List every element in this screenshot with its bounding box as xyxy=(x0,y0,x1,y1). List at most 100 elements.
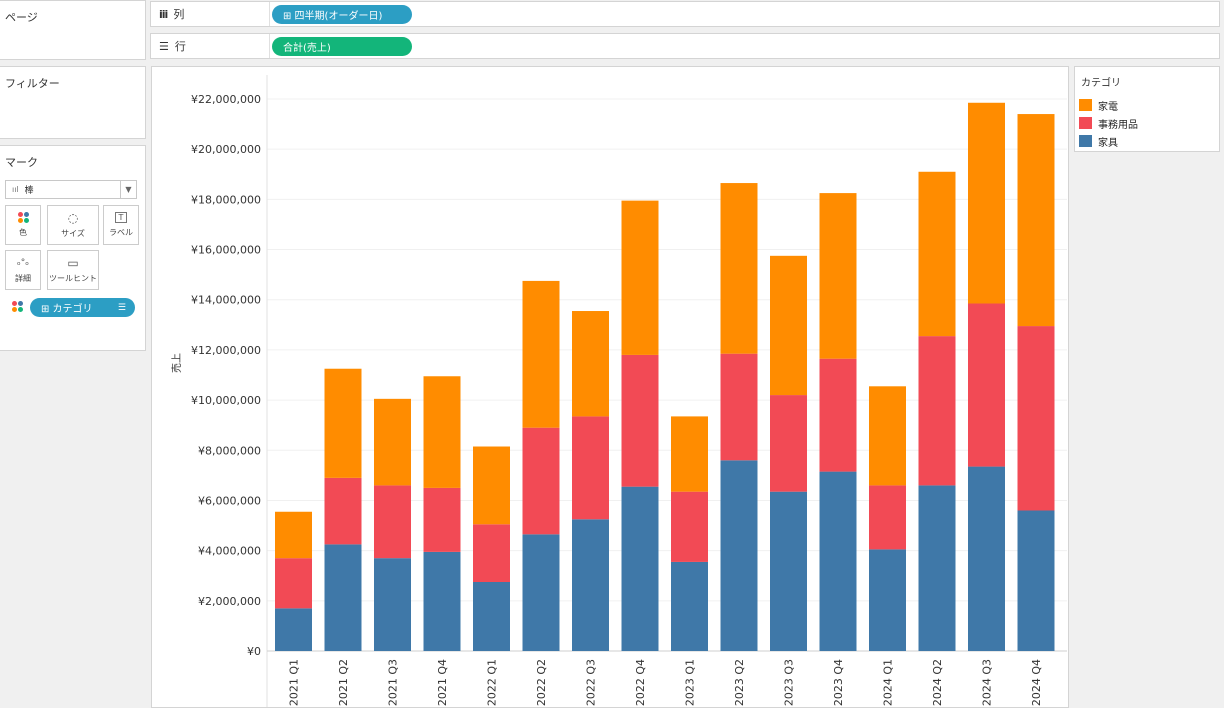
bar-segment[interactable] xyxy=(720,183,758,354)
legend-item-furniture[interactable]: 家具 xyxy=(1079,134,1118,149)
bar-segment[interactable] xyxy=(275,608,312,651)
bar-segment[interactable] xyxy=(473,582,510,651)
bar-segment[interactable] xyxy=(918,171,956,337)
legend-item-appliances[interactable]: 家電 xyxy=(1079,98,1118,113)
size-icon: ◌ xyxy=(67,210,79,225)
bar-segment[interactable] xyxy=(572,519,609,651)
bar-segment[interactable] xyxy=(423,487,461,552)
tooltip-button[interactable]: ▭ ツールヒント xyxy=(47,250,99,290)
bar-segment[interactable] xyxy=(671,416,708,492)
bar-segment[interactable] xyxy=(324,477,362,545)
bar-segment[interactable] xyxy=(275,511,312,559)
bar-segment[interactable] xyxy=(671,561,708,651)
chart-area[interactable]: ¥22,000,000 ¥20,000,000 ¥18,000,000 ¥16,000… xyxy=(151,66,1069,708)
category-color-pill[interactable]: ⊞ カテゴリ ☰ xyxy=(30,298,135,317)
bar-segment[interactable] xyxy=(324,544,362,651)
detail-button[interactable]: ₒ°ₒ 詳細 xyxy=(5,250,41,290)
bar-segment[interactable] xyxy=(522,280,560,428)
pages-panel: ページ xyxy=(0,0,146,60)
bar-segment[interactable] xyxy=(1017,326,1055,511)
bar-segment[interactable] xyxy=(473,524,510,582)
y-tick-label: ¥0 xyxy=(247,645,261,658)
bar-segment[interactable] xyxy=(869,549,906,651)
label-button[interactable]: T ラベル xyxy=(103,205,139,245)
columns-icon: iii xyxy=(159,7,168,21)
color-icon xyxy=(17,212,29,223)
bar-segment[interactable] xyxy=(522,427,560,535)
bar-segment[interactable] xyxy=(572,311,609,417)
chevron-down-icon[interactable]: ▼ xyxy=(120,181,136,198)
bar-segment[interactable] xyxy=(522,534,560,651)
stacked-bar-chart[interactable]: ¥22,000,000 ¥20,000,000 ¥18,000,000 ¥16,000… xyxy=(152,67,1068,707)
category-pill-label: ⊞ カテゴリ xyxy=(41,304,93,315)
rows-shelf[interactable]: ☰ 行 合計(売上) xyxy=(150,33,1220,59)
x-tick-label: 2022 Q3 xyxy=(585,659,598,706)
color-button[interactable]: 色 xyxy=(5,205,41,245)
bar-segment[interactable] xyxy=(869,386,906,486)
bar-segment[interactable] xyxy=(770,395,807,492)
bar-segment[interactable] xyxy=(423,376,461,488)
legend-title: カテゴリ xyxy=(1081,78,1121,89)
bar-segment[interactable] xyxy=(374,558,411,651)
quarter-order-date-pill[interactable]: ⊞ 四半期(オーダー日) xyxy=(272,5,412,24)
bar-segment[interactable] xyxy=(819,471,857,651)
bar-segment[interactable] xyxy=(770,255,807,396)
marks-title: マーク xyxy=(5,156,38,169)
bar-segment[interactable] xyxy=(819,193,857,359)
legend-swatch xyxy=(1079,99,1092,111)
bar-segment[interactable] xyxy=(918,336,956,486)
tooltip-label: ツールヒント xyxy=(49,273,97,283)
x-tick-label: 2022 Q4 xyxy=(634,659,647,706)
category-legend: カテゴリ 家電 事務用品 家具 xyxy=(1074,66,1220,152)
y-tick-label: ¥12,000,000 xyxy=(191,344,261,357)
bar-segment[interactable] xyxy=(275,558,312,609)
color-mark-icon xyxy=(12,301,23,312)
y-tick-label: ¥14,000,000 xyxy=(191,294,261,307)
bar-segment[interactable] xyxy=(720,460,758,651)
size-label: サイズ xyxy=(61,228,85,238)
bar-segment[interactable] xyxy=(968,303,1005,467)
bar-segment[interactable] xyxy=(374,398,411,486)
bar-segment[interactable] xyxy=(374,485,411,559)
bar-segment[interactable] xyxy=(473,446,510,525)
columns-label: 列 xyxy=(173,8,185,21)
bar-segment[interactable] xyxy=(918,485,956,651)
label-icon: T xyxy=(115,212,127,223)
label-label: ラベル xyxy=(109,228,133,237)
bar-segment[interactable] xyxy=(869,485,906,550)
y-tick-label: ¥8,000,000 xyxy=(198,444,261,457)
size-button[interactable]: ◌ サイズ xyxy=(47,205,99,245)
bar-segment[interactable] xyxy=(423,551,461,651)
detail-icon: ₒ°ₒ xyxy=(17,257,29,268)
bar-segment[interactable] xyxy=(1017,114,1055,327)
columns-shelf-label: iii 列 xyxy=(151,2,270,26)
sum-sales-pill[interactable]: 合計(売上) xyxy=(272,37,412,56)
legend-label: 家電 xyxy=(1098,101,1118,113)
x-tick-label: 2023 Q3 xyxy=(783,659,796,706)
detail-label: 詳細 xyxy=(15,273,31,283)
bar-segment[interactable] xyxy=(324,368,362,478)
bar-segment[interactable] xyxy=(621,486,659,651)
mark-type-dropdown[interactable]: ııl 棒 ▼ xyxy=(5,180,137,199)
bar-segment[interactable] xyxy=(621,200,659,355)
columns-shelf[interactable]: iii 列 ⊞ 四半期(オーダー日) xyxy=(150,1,1220,27)
bar-segment[interactable] xyxy=(819,358,857,472)
bar-segment[interactable] xyxy=(1017,510,1055,651)
bar-segment[interactable] xyxy=(572,416,609,520)
y-tick-label: ¥6,000,000 xyxy=(198,494,261,507)
filters-title: フィルター xyxy=(5,77,60,90)
color-label: 色 xyxy=(19,228,27,237)
bar-segment[interactable] xyxy=(770,491,807,651)
bar-segment[interactable] xyxy=(968,466,1005,651)
bar-segment[interactable] xyxy=(968,102,1005,304)
x-tick-label: 2021 Q3 xyxy=(387,659,400,706)
filters-panel[interactable]: フィルター xyxy=(0,66,146,139)
bar-segment[interactable] xyxy=(720,353,758,461)
x-tick-label: 2024 Q1 xyxy=(882,659,895,706)
x-tick-label: 2024 Q4 xyxy=(1030,659,1043,706)
bar-segment[interactable] xyxy=(671,491,708,562)
x-tick-label: 2022 Q2 xyxy=(535,659,548,706)
x-tick-label: 2021 Q1 xyxy=(288,659,301,706)
bar-segment[interactable] xyxy=(621,354,659,487)
legend-item-office-supplies[interactable]: 事務用品 xyxy=(1079,116,1138,131)
